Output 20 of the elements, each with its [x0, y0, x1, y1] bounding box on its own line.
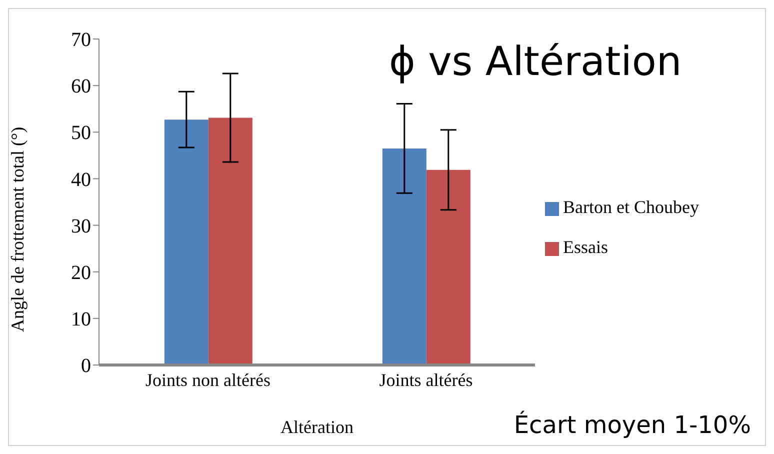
- y-tick-label: 70: [71, 29, 91, 52]
- text: Écart moyen 1-10%: [514, 411, 751, 439]
- y-tick-label: 0: [81, 355, 91, 378]
- y-tick-label: 20: [71, 262, 91, 284]
- legend-label: Barton et Choubey: [563, 197, 699, 217]
- chart-title: ϕ vs Altération: [389, 39, 682, 85]
- x-axis-title: Altération: [280, 417, 354, 437]
- legend-label: Essais: [563, 237, 608, 257]
- bar: [208, 118, 252, 365]
- y-tick-label: 10: [71, 308, 91, 331]
- bar: [426, 170, 470, 365]
- x-tick-label: Joints altérés: [379, 370, 473, 390]
- x-tick-label: Joints non altérés: [146, 370, 270, 390]
- y-tick-label: 30: [71, 215, 91, 238]
- bar: [164, 120, 208, 365]
- y-axis-title: Angle de frottement total (°): [7, 126, 28, 332]
- y-tick-label: 40: [71, 168, 91, 191]
- y-tick-label: 50: [71, 122, 91, 144]
- bar: [382, 148, 426, 365]
- y-tick-label: 60: [71, 76, 91, 98]
